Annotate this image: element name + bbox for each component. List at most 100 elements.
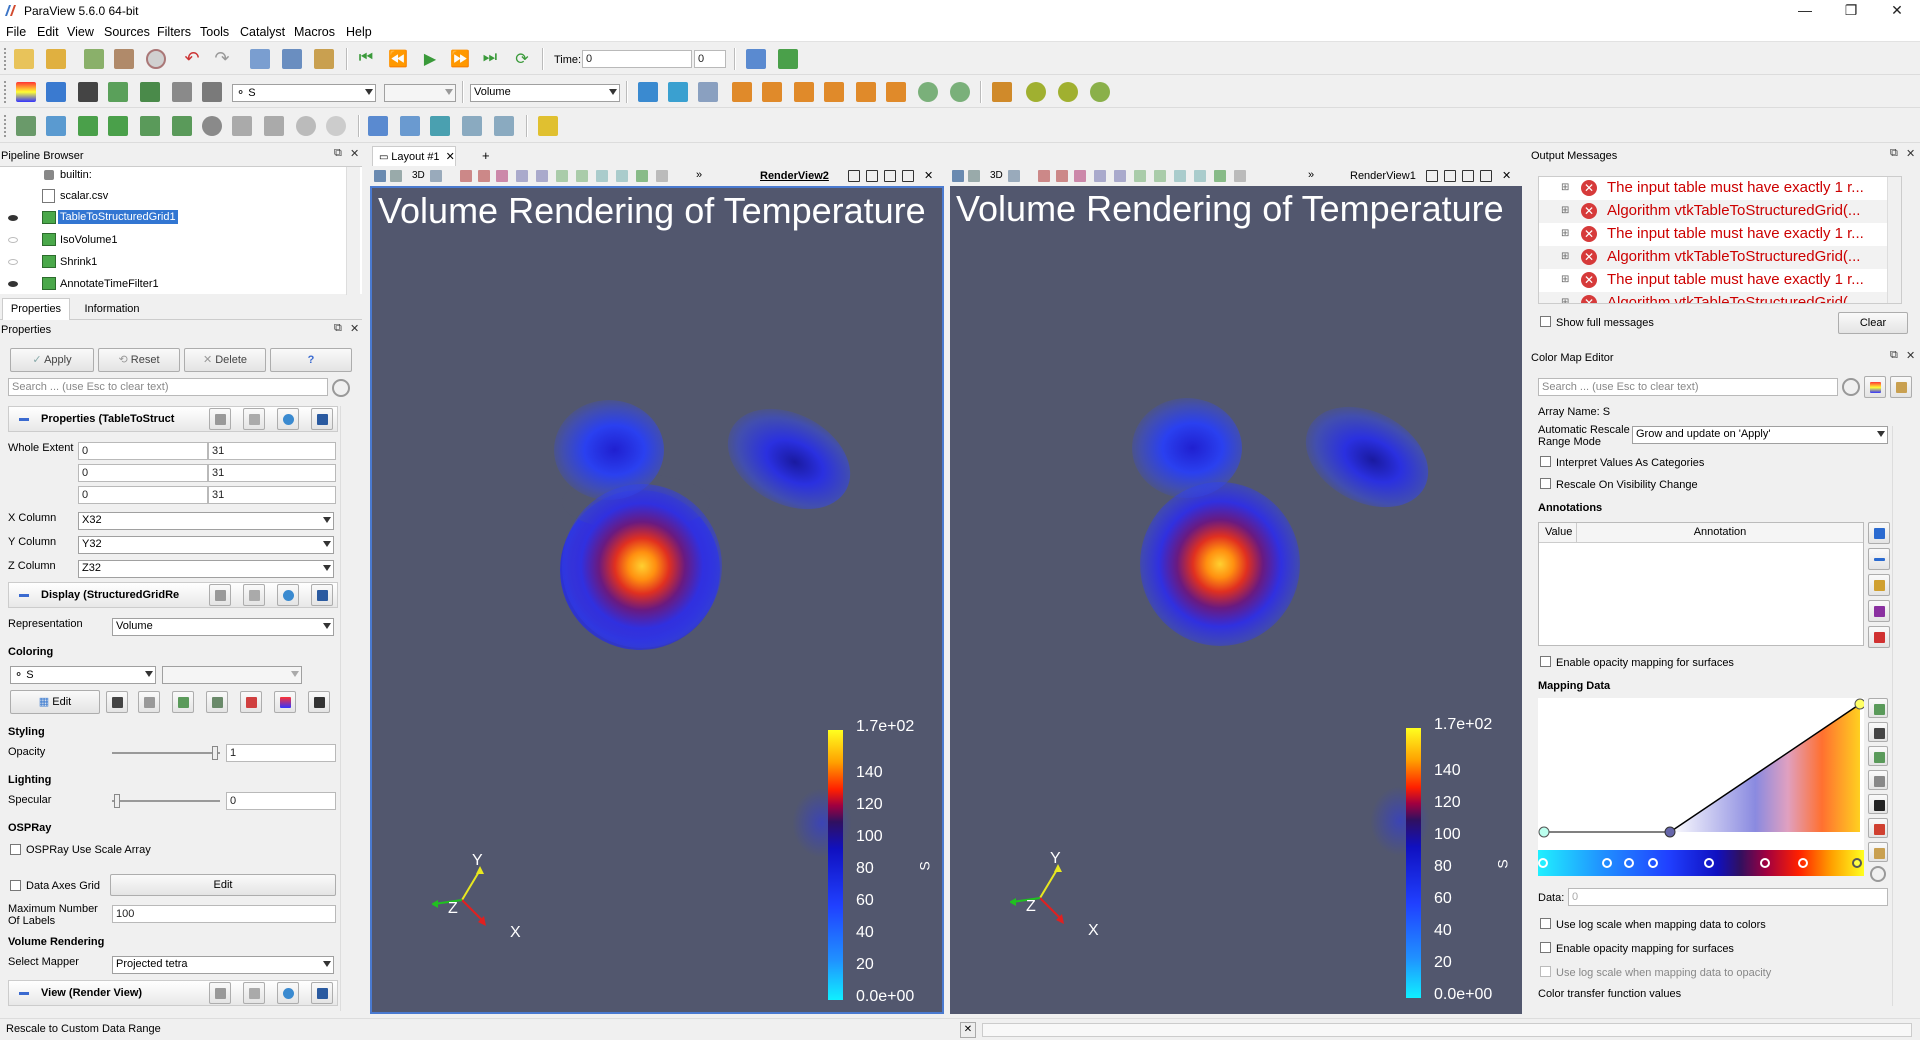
tree-item-tabletostructuredgrid1[interactable]: TableToStructuredGrid1 [0,209,345,227]
hover-cells-icon[interactable] [576,170,588,182]
toolbar-grip[interactable] [4,115,8,137]
more-tools-icon[interactable]: » [696,169,703,181]
split-vertical-icon[interactable] [1444,170,1456,182]
clear-selection-icon[interactable] [1214,170,1226,182]
interpret-categories-checkbox[interactable] [1540,456,1551,467]
ruler-icon[interactable] [538,116,558,136]
message-row[interactable]: ⊞ ✕ The input table must have exactly 1 … [1561,179,1864,196]
copy-icon[interactable] [209,584,231,606]
select-cells-icon[interactable] [1038,170,1050,182]
rescale-temporal-range-icon[interactable] [140,82,160,102]
play-icon[interactable]: ▶ [423,51,437,68]
paste-icon[interactable] [243,408,265,430]
add-layout-tab[interactable]: + [482,148,490,163]
close-window-button[interactable]: ✕ [1891,2,1903,18]
pick-center-icon[interactable] [1090,82,1110,102]
view-capture-icon[interactable] [374,170,386,182]
color-transfer-bar[interactable] [1538,850,1864,876]
view-plus-x-icon[interactable] [732,82,752,102]
float-panel-icon[interactable]: ⧉ [1890,147,1898,159]
animation-view-icon[interactable] [746,49,766,69]
view-minus-y-icon[interactable] [824,82,844,102]
clear-messages-button[interactable]: Clear [1838,312,1908,334]
reset-center-icon[interactable] [1058,82,1078,102]
edit-color-map-icon[interactable] [46,82,66,102]
view-plus-y-icon[interactable] [794,82,814,102]
more-tools-icon[interactable]: » [1308,169,1315,181]
connect-icon[interactable] [146,49,166,69]
data-axes-grid-checkbox[interactable] [10,880,21,891]
maximize-view-icon[interactable] [884,170,896,182]
color-legend-icon[interactable] [274,691,296,713]
gear-icon[interactable] [1870,866,1886,882]
split-horizontal-icon[interactable] [848,170,860,182]
select-frustum-icon[interactable] [1074,170,1086,182]
hover-cells-icon[interactable] [1154,170,1166,182]
last-frame-icon[interactable]: ⏭ [482,49,498,66]
colormap-scrollbar[interactable] [1892,426,1906,1006]
clear-selection-icon[interactable] [636,170,648,182]
properties-scrollbar[interactable] [340,406,354,1011]
remove-annotation-icon[interactable] [1868,548,1890,570]
time-input[interactable]: 0 [582,50,692,68]
section-view-header[interactable]: View (Render View) [8,980,338,1006]
messages-scrollbar[interactable] [1887,177,1901,303]
choose-preset-icon[interactable] [240,691,262,713]
component-combo[interactable] [384,84,456,102]
macro-icon[interactable] [314,49,334,69]
opacity-mapping-checkbox-2[interactable] [1540,942,1551,953]
opacity-slider-track[interactable] [112,752,220,754]
add-visible-values-icon[interactable] [1868,600,1890,622]
select-block-icon[interactable] [516,170,528,182]
spreadsheet-icon[interactable] [462,116,482,136]
log-colors-checkbox[interactable] [1540,918,1551,929]
eye-visible-icon[interactable] [8,215,18,221]
restore-defaults-icon[interactable] [277,982,299,1004]
menu-tools[interactable]: Tools [200,25,230,39]
paste-icon[interactable] [243,584,265,606]
pop-out-view-icon[interactable] [902,170,914,182]
gear-icon[interactable] [1842,378,1860,396]
close-view-icon[interactable]: ✕ [1502,170,1512,182]
contour-icon[interactable] [46,116,66,136]
add-active-values-icon[interactable] [1868,574,1890,596]
python-shell-icon[interactable] [494,116,514,136]
view-reset-icon[interactable] [1008,170,1020,182]
extent-y-max[interactable]: 31 [208,464,336,482]
ospray-scale-checkbox[interactable] [10,844,21,855]
y-column-select[interactable]: Y32 [78,536,334,554]
color-node[interactable] [1704,858,1714,868]
rescale-visible-icon[interactable] [206,691,228,713]
color-node[interactable] [1538,858,1548,868]
grow-selection-icon[interactable] [596,170,608,182]
toggle-3d-button[interactable]: 3D [412,170,425,181]
menu-macros[interactable]: Macros [294,25,335,39]
show-center-icon[interactable] [1026,82,1046,102]
zoom-to-box-icon[interactable] [698,82,718,102]
colormap-search-input[interactable]: Search ... (use Esc to clear text) [1538,378,1838,396]
select-points-icon[interactable] [1056,170,1068,182]
apply-button[interactable]: ✓ Apply [10,348,94,372]
eye-hidden-icon[interactable] [8,259,18,265]
rescale-mode-combo[interactable]: Grow and update on 'Apply' [1632,426,1888,444]
toggle-color-legend-icon[interactable] [16,82,36,102]
selection-icon[interactable] [368,116,388,136]
minimize-button[interactable]: — [1798,2,1812,18]
close-panel-icon[interactable]: ✕ [1906,148,1916,160]
edit-colormap-button[interactable]: ▦ Edit [10,690,100,714]
show-orientation-axes-icon[interactable] [992,82,1012,102]
reset-button[interactable]: ⟲ Reset [98,348,180,372]
view-minus-x-icon[interactable] [762,82,782,102]
reset-camera-icon[interactable] [638,82,658,102]
select-mapper-combo[interactable]: Projected tetra [112,956,334,974]
menu-sources[interactable]: Sources [104,25,150,39]
select-points-on-icon[interactable] [1234,170,1246,182]
view-reset-icon[interactable] [430,170,442,182]
rescale-temporal-icon[interactable] [1868,746,1888,766]
representation-combo[interactable]: Volume [470,84,620,102]
specular-input[interactable]: 0 [226,792,336,810]
grow-selection-icon[interactable] [1174,170,1186,182]
section-properties-header[interactable]: Properties (TableToStruct [8,406,338,432]
redo-icon[interactable]: ↷ [214,48,230,68]
extent-y-min[interactable]: 0 [78,464,208,482]
